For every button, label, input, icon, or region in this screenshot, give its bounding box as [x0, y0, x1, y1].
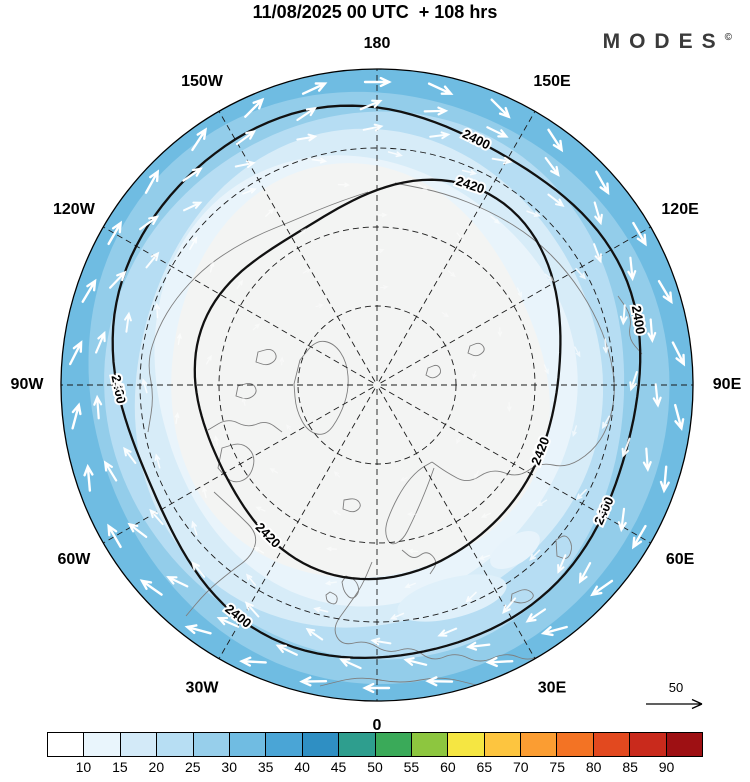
- colorbar-cell: [84, 733, 121, 756]
- colorbar-cell: [266, 733, 303, 756]
- colorbar-tick-label: 25: [184, 759, 201, 775]
- coastlines: [147, 182, 643, 687]
- colorbar-tick-label: 35: [257, 759, 274, 775]
- compass-label-90W: 90W: [11, 376, 45, 393]
- contour-label: 2400: [629, 304, 648, 335]
- colorbar-cell: [593, 733, 631, 756]
- compass-label-30E: 30E: [538, 679, 567, 696]
- compass-label-0: 0: [373, 717, 382, 734]
- compass-label-150E: 150E: [533, 73, 571, 90]
- colorbar-cell: [484, 733, 522, 756]
- colorbar-tick-label: 80: [585, 759, 602, 775]
- wind-speed-shading: [61, 69, 693, 701]
- modes-logo-text: MODES: [602, 30, 725, 53]
- compass-label-120E: 120E: [661, 201, 699, 218]
- copyright-mark: ©: [724, 32, 732, 43]
- colorbar-cell: [157, 733, 194, 756]
- colorbar-tick-label: 30: [221, 759, 238, 775]
- colorbar-tick-label: 50: [367, 759, 383, 775]
- wind-arrows: [69, 76, 686, 694]
- colorbar-cell: [521, 733, 558, 756]
- colorbar-cell: [375, 733, 412, 756]
- colorbar-cell: [666, 733, 703, 756]
- compass-label-30W: 30W: [186, 679, 220, 696]
- graticule: [60, 68, 694, 702]
- modes-logo: MODES©: [603, 30, 732, 54]
- colorbar-tick-label: 40: [294, 759, 310, 775]
- colorbar-cell: [630, 733, 667, 756]
- compass-label-120W: 120W: [53, 201, 96, 218]
- colorbar-tick-label: 60: [440, 759, 456, 775]
- colorbar-tick-label: 90: [658, 759, 675, 775]
- colorbar: [47, 732, 703, 757]
- colorbar-tick-label: 70: [512, 759, 529, 775]
- wind-reference-value: 50: [669, 680, 683, 695]
- colorbar-cell: [120, 733, 158, 756]
- colorbar-cell: [448, 733, 485, 756]
- page-title: 11/08/2025 00 UTC + 108 hrs: [252, 2, 498, 22]
- colorbar-cell: [229, 733, 267, 756]
- compass-label-60E: 60E: [666, 551, 695, 568]
- colorbar-cell: [557, 733, 594, 756]
- colorbar-tick-labels: 10 15 20 25 30 35 40 45 50 55 60 65 70 75 80 85 90: [47, 759, 703, 779]
- compass-label-180: 180: [364, 35, 391, 52]
- compass-label-60W: 60W: [57, 551, 91, 568]
- colorbar-tick-label: 75: [549, 759, 566, 775]
- compass-label-150W: 150W: [181, 73, 224, 90]
- colorbar-tick-label: 20: [148, 759, 165, 775]
- wind-reference-arrow: [646, 698, 703, 710]
- colorbar-tick-label: 45: [330, 759, 347, 775]
- colorbar-cell: [411, 733, 449, 756]
- colorbar-cell: [302, 733, 340, 756]
- compass-label-90E: 90E: [713, 376, 742, 393]
- colorbar-tick-label: 15: [112, 759, 128, 775]
- colorbar-cell: [193, 733, 230, 756]
- colorbar-tick-label: 65: [476, 759, 493, 775]
- compass-labels: 180 150W 150E 120W 120E 90W 90E 60W 60E 30W 30E 0: [11, 35, 742, 734]
- colorbar-tick-label: 10: [75, 759, 92, 775]
- wind-reference: 50: [646, 680, 703, 710]
- colorbar-tick-label: 85: [622, 759, 638, 775]
- colorbar-tick-label: 55: [403, 759, 420, 775]
- colorbar-cell: [48, 733, 85, 756]
- colorbar-cell: [339, 733, 376, 756]
